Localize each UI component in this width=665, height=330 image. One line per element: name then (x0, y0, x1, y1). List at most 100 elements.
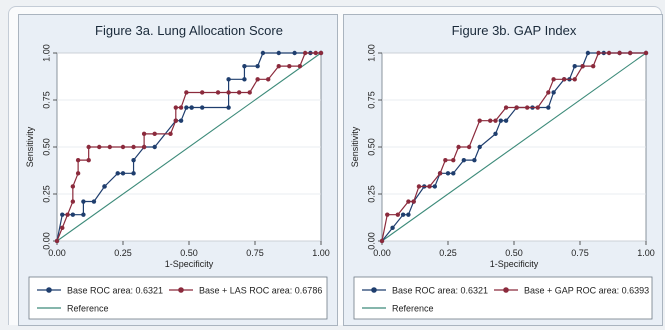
series-point-1 (236, 90, 242, 95)
series-point-0 (400, 212, 406, 217)
x-tick-label: 0.75 (571, 248, 589, 258)
series-point-1 (152, 131, 157, 137)
series-point-0 (445, 171, 451, 176)
series-point-1 (596, 50, 601, 56)
x-tick-label: 1.00 (312, 248, 330, 258)
series-point-1 (287, 63, 292, 69)
series-point-1 (318, 50, 324, 56)
series-point-1 (215, 90, 221, 95)
series-point-1 (466, 144, 472, 150)
series-point-1 (572, 77, 577, 82)
legend-label: Base + LAS ROC area: 0.6786 (199, 286, 322, 296)
series-point-1 (580, 63, 585, 69)
y-tick-label: 0.25 (41, 185, 51, 203)
series-point-0 (461, 157, 467, 163)
y-tick-label: 1.00 (41, 44, 51, 62)
series-line-1 (381, 52, 646, 242)
series-point-0 (226, 105, 231, 110)
series-line-1 (56, 52, 321, 242)
series-point-1 (406, 199, 411, 204)
series-point-1 (617, 50, 622, 56)
roc-chart-3b: Figure 3b. GAP Index 0.00 0.25 0.50 0.75 1.00… (350, 23, 655, 320)
legend-box (28, 276, 328, 320)
legend-label: Reference (392, 304, 434, 314)
series-point-1 (70, 184, 76, 189)
series-point-1 (488, 118, 493, 123)
x-tick-label: 1.00 (637, 248, 655, 258)
series-point-0 (255, 63, 260, 69)
series-point-1 (437, 171, 443, 176)
legend-box (353, 276, 653, 320)
series-point-1 (379, 238, 385, 244)
series-point-0 (131, 171, 136, 176)
series-point-0 (432, 184, 437, 189)
series-point-1 (107, 144, 113, 150)
series-point-1 (477, 118, 482, 123)
series-point-0 (242, 77, 247, 82)
series-point-1 (606, 50, 612, 56)
series-point-1 (302, 50, 308, 56)
series-point-0 (184, 105, 189, 110)
series-point-0 (292, 50, 297, 56)
y-tick-label: 0.00 (366, 232, 376, 250)
series-point-1 (535, 105, 540, 110)
series-point-1 (443, 157, 448, 163)
series-point-1 (551, 77, 556, 82)
series-point-1 (427, 184, 432, 189)
series-point-0 (242, 63, 247, 69)
series-point-0 (451, 171, 456, 176)
legend-swatch-marker (503, 287, 509, 293)
series-point-0 (546, 105, 551, 110)
series-point-1 (120, 144, 126, 150)
series-point-1 (627, 50, 633, 56)
series-point-0 (493, 131, 498, 137)
series-point-1 (141, 144, 147, 150)
y-tick-label: 0.50 (41, 138, 51, 156)
series-point-1 (276, 63, 281, 69)
series-point-1 (297, 63, 303, 69)
series-point-0 (572, 63, 577, 69)
x-tick-label: 0.25 (114, 248, 132, 258)
series-point-0 (406, 212, 411, 217)
series-point-1 (86, 144, 91, 150)
series-point-0 (81, 212, 86, 217)
series-point-0 (81, 199, 86, 204)
series-point-0 (498, 118, 503, 123)
series-point-1 (184, 90, 189, 95)
series-point-0 (276, 50, 281, 56)
y-tick-label: 0.25 (366, 185, 376, 203)
series-point-1 (141, 131, 147, 137)
series-point-1 (173, 105, 178, 110)
roc-chart-3a: Figure 3a. Lung Allocation Score 0.00 0.25… (25, 23, 330, 320)
series-line-2 (381, 52, 647, 242)
series-point-1 (451, 157, 456, 163)
series-point-0 (200, 105, 205, 110)
series-point-0 (189, 105, 194, 110)
x-tick-label: 0.75 (246, 248, 264, 258)
legend-swatch-marker (46, 287, 52, 293)
series-line-2 (56, 52, 322, 242)
y-tick-label: 0.50 (366, 138, 376, 156)
series-point-1 (266, 77, 271, 82)
series-point-0 (477, 144, 482, 150)
y-tick-label: 1.00 (366, 44, 376, 62)
series-point-1 (591, 63, 596, 69)
chart-panel-3b: Figure 3b. GAP Index 0.00 0.25 0.50 0.75 1.00… (343, 14, 663, 326)
series-point-1 (503, 105, 509, 110)
series-point-0 (585, 50, 591, 56)
chart-title: Figure 3b. GAP Index (452, 23, 577, 38)
series-point-1 (385, 212, 390, 217)
series-point-1 (70, 199, 76, 204)
series-point-1 (131, 144, 136, 150)
series-point-1 (643, 50, 649, 56)
series-point-0 (120, 171, 126, 176)
series-point-1 (247, 90, 252, 95)
series-point-1 (178, 105, 184, 110)
y-axis-label: Sensitivity (350, 126, 360, 167)
x-tick-label: 0.50 (180, 248, 198, 258)
x-tick-label: 0.50 (505, 248, 523, 258)
x-tick-label: 0.25 (439, 248, 457, 258)
series-point-0 (178, 118, 184, 123)
series-point-0 (70, 212, 76, 217)
legend-label: Base + GAP ROC area: 0.6393 (524, 286, 649, 296)
